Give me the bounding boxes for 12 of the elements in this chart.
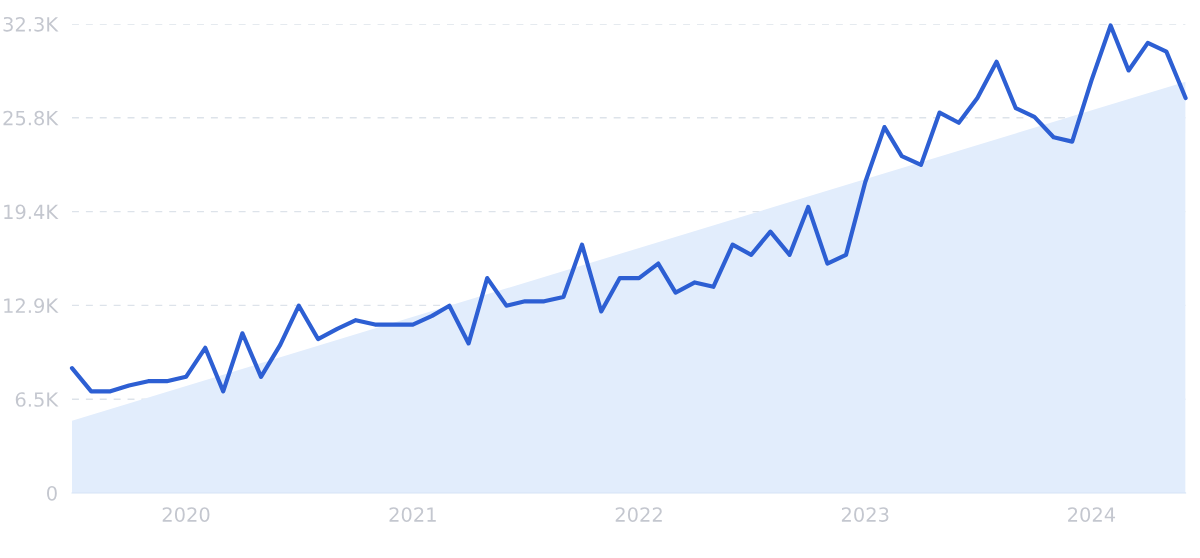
y-tick-label: 0: [47, 485, 57, 501]
y-tick-label: 19.4K: [4, 204, 59, 220]
x-tick-label: 2022: [615, 507, 662, 522]
y-tick-label: 32.3K: [3, 16, 59, 32]
x-tick-label: 2021: [389, 507, 436, 522]
x-tick-label: 2023: [841, 507, 889, 522]
x-tick-label: 2024: [1068, 507, 1116, 522]
x-tick-label: 2020: [162, 507, 210, 522]
y-tick-label: 25.8K: [3, 110, 59, 126]
y-tick-label: 6.5K: [15, 392, 59, 407]
y-tick-label: 12.9K: [4, 298, 59, 314]
line-series: [69, 23, 1188, 394]
